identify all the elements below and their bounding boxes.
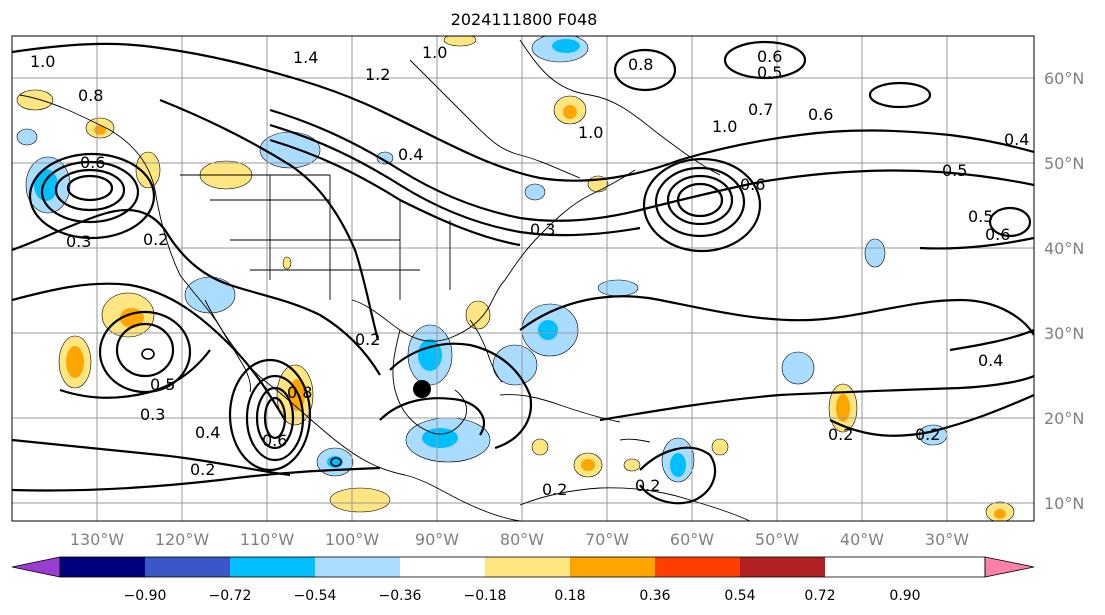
colorbar: −0.90 −0.72 −0.54 −0.36 −0.18 0.18 0.36 … xyxy=(11,556,1035,604)
colorbar-swatch xyxy=(315,557,400,577)
contour-label: 1.0 xyxy=(712,117,737,136)
contour-label: 0.3 xyxy=(66,232,91,251)
contour-label: 0.4 xyxy=(978,351,1003,370)
colorbar-swatch xyxy=(145,557,230,577)
contour-label: 0.2 xyxy=(635,476,660,495)
lat-label: 40°N xyxy=(1044,239,1084,258)
latitude-axis: 60°N 50°N 40°N 30°N 20°N 10°N xyxy=(1044,69,1084,513)
lon-label: 80°W xyxy=(500,530,544,549)
contour-label: 0.6 xyxy=(757,47,782,66)
contour-label: 0.4 xyxy=(195,423,220,442)
lon-label: 70°W xyxy=(585,530,629,549)
lon-label: 110°W xyxy=(240,530,295,549)
lon-label: 100°W xyxy=(325,530,380,549)
contour-label: 0.3 xyxy=(140,405,165,424)
contour-label: 0.8 xyxy=(628,55,653,74)
colorbar-swatch xyxy=(60,557,145,577)
contour-label: 0.6 xyxy=(985,225,1010,244)
contour-label: 0.5 xyxy=(150,375,175,394)
colorbar-tick: −0.36 xyxy=(379,588,422,604)
contour-label: 0.6 xyxy=(740,175,765,194)
colorbar-extend-left xyxy=(11,556,61,578)
map-panel: 1.0 1.4 1.2 1.0 0.8 0.5 0.6 0.8 0.6 0.2 … xyxy=(12,36,1034,521)
map-title: 2024111800 F048 xyxy=(451,10,598,29)
contour-label: 1.4 xyxy=(293,48,318,67)
lon-label: 90°W xyxy=(415,530,459,549)
contour-label: 0.4 xyxy=(1004,130,1029,149)
colorbar-tick: 0.36 xyxy=(639,588,670,604)
contour-label: 0.6 xyxy=(262,431,287,450)
colorbar-tick: 0.90 xyxy=(889,588,920,604)
lat-label: 20°N xyxy=(1044,409,1084,428)
lat-label: 50°N xyxy=(1044,154,1084,173)
contour-label: 1.0 xyxy=(30,52,55,71)
colorbar-swatch xyxy=(570,557,655,577)
lon-label: 120°W xyxy=(155,530,210,549)
colorbar-tick: −0.18 xyxy=(464,588,507,604)
contour-label: 0.2 xyxy=(355,330,380,349)
contour-label: 0.2 xyxy=(190,460,215,479)
lon-label: 40°W xyxy=(840,530,884,549)
contour-label: 0.7 xyxy=(748,100,773,119)
colorbar-tick: 0.18 xyxy=(554,588,585,604)
lon-label: 30°W xyxy=(925,530,969,549)
colorbar-tick: −0.90 xyxy=(124,588,167,604)
longitude-axis: 130°W 120°W 110°W 100°W 90°W 80°W 70°W 6… xyxy=(70,530,969,549)
contour-label: 0.4 xyxy=(398,145,423,164)
colorbar-swatch xyxy=(740,557,825,577)
contour-label: 1.0 xyxy=(422,43,447,62)
contour-label: 0.2 xyxy=(143,230,168,249)
graticule xyxy=(12,36,1034,521)
contour-label: 0.8 xyxy=(287,383,312,402)
colorbar-tick: 0.54 xyxy=(724,588,755,604)
map-frame xyxy=(11,35,1035,522)
colorbar-tick: −0.72 xyxy=(209,588,252,604)
storm-center-marker xyxy=(413,380,431,398)
contour-label: 0.5 xyxy=(968,207,993,226)
colorbar-swatch xyxy=(400,557,485,577)
contour-label: 0.2 xyxy=(828,425,853,444)
contour-lines xyxy=(12,40,1034,505)
contour-label: 0.5 xyxy=(942,161,967,180)
contour-label: 1.0 xyxy=(578,123,603,142)
contour-label: 0.6 xyxy=(80,153,105,172)
contour-label: 0.3 xyxy=(530,220,555,239)
lon-label: 60°W xyxy=(670,530,714,549)
colorbar-swatch xyxy=(230,557,315,577)
colorbar-extend-right xyxy=(984,556,1035,578)
contour-label: 0.2 xyxy=(915,425,940,444)
lat-label: 60°N xyxy=(1044,69,1084,88)
contour-label: 0.2 xyxy=(542,480,567,499)
contour-label: 0.8 xyxy=(78,86,103,105)
colorbar-swatch xyxy=(655,557,740,577)
lat-label: 10°N xyxy=(1044,494,1084,513)
contour-label: 0.5 xyxy=(757,63,782,82)
lon-label: 130°W xyxy=(70,530,125,549)
lat-label: 30°N xyxy=(1044,324,1084,343)
contour-label: 1.2 xyxy=(365,65,390,84)
colorbar-swatch xyxy=(485,557,570,577)
contour-label-group: 1.0 1.4 1.2 1.0 0.8 0.5 0.6 0.8 0.6 0.2 … xyxy=(30,43,1029,499)
contour-label: 0.6 xyxy=(808,105,833,124)
lon-label: 50°W xyxy=(755,530,799,549)
colorbar-tick: 0.72 xyxy=(804,588,835,604)
colorbar-tick: −0.54 xyxy=(294,588,337,604)
